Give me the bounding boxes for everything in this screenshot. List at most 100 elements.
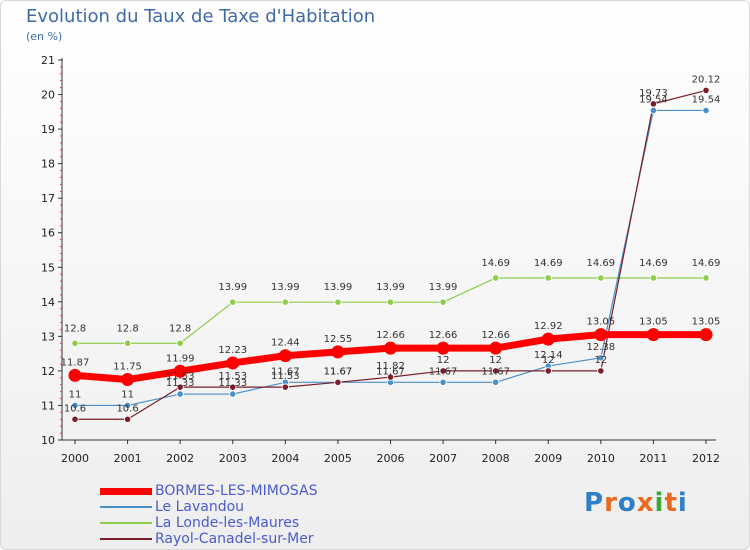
y-tick-label: 10 bbox=[41, 434, 55, 447]
legend-item-londe: La Londe-les-Maures bbox=[100, 515, 400, 532]
rayol-point bbox=[176, 383, 184, 391]
rayol-point bbox=[702, 86, 710, 95]
bormes-point bbox=[699, 328, 713, 342]
data-label: 19.54 bbox=[692, 94, 721, 105]
data-label: 12.92 bbox=[534, 321, 563, 332]
data-label: 11.99 bbox=[166, 353, 195, 364]
bormes-point bbox=[331, 345, 345, 359]
data-label: 11.67 bbox=[376, 366, 405, 377]
data-label: 14.69 bbox=[587, 258, 616, 269]
data-label: 11.82 bbox=[376, 361, 405, 372]
data-label: 11.87 bbox=[61, 357, 90, 368]
rayol-point bbox=[281, 383, 289, 391]
x-tick-label: 2001 bbox=[114, 452, 142, 465]
data-label: 14.69 bbox=[481, 258, 510, 269]
data-label: 13.99 bbox=[429, 282, 458, 293]
bormes-point bbox=[173, 364, 187, 378]
chart-title: Evolution du Taux de Taxe d'Habitation bbox=[26, 6, 376, 27]
logo-letter: i bbox=[654, 488, 665, 518]
data-label: 12.66 bbox=[481, 330, 510, 341]
rayol-point bbox=[71, 415, 79, 423]
data-label: 14.69 bbox=[639, 258, 668, 269]
x-tick-label: 2008 bbox=[482, 452, 510, 465]
lavandou-point bbox=[71, 401, 79, 410]
rayol-point bbox=[649, 100, 658, 108]
legend-label-lavandou: Le Lavandou bbox=[155, 499, 245, 515]
rayol-point bbox=[492, 367, 500, 375]
legend-item-rayol: Rayol-Canadel-sur-Mer bbox=[100, 531, 400, 548]
data-label: 12.8 bbox=[116, 323, 138, 334]
data-label: 12 bbox=[489, 355, 502, 366]
data-label: 11 bbox=[121, 389, 134, 400]
data-label: 10.6 bbox=[116, 403, 138, 414]
data-label: 14.69 bbox=[692, 258, 721, 269]
legend-swatch-lavandou bbox=[100, 506, 152, 508]
y-tick-label: 18 bbox=[41, 158, 55, 171]
line-chart: 10 11 12 13 14 15 16 17 18 19 20 21 2000 2001 2002 2003… bbox=[41, 54, 721, 465]
bormes-point bbox=[436, 341, 450, 355]
londe-point bbox=[71, 339, 79, 347]
data-label: 20.12 bbox=[692, 74, 721, 85]
proxiti-logo: Proxiti bbox=[584, 488, 688, 518]
legend-item-lavandou: Le Lavandou bbox=[100, 499, 400, 516]
londe-point bbox=[492, 274, 500, 282]
logo-letter: x bbox=[636, 488, 655, 518]
data-label: 11.53 bbox=[271, 371, 300, 382]
data-label: 13.99 bbox=[324, 282, 353, 293]
data-label: 10.6 bbox=[64, 403, 86, 414]
data-label: 12.66 bbox=[429, 330, 458, 341]
data-label: 13.99 bbox=[218, 282, 247, 293]
data-label: 11.67 bbox=[271, 366, 300, 377]
data-label: 11.33 bbox=[218, 378, 247, 389]
bormes-point bbox=[594, 328, 608, 342]
londe-point bbox=[702, 274, 710, 282]
y-tick-label: 14 bbox=[41, 296, 55, 309]
rayol-point bbox=[123, 415, 132, 423]
data-label: 19.73 bbox=[639, 88, 668, 99]
lavandou-point bbox=[649, 106, 658, 115]
data-label: 13.05 bbox=[639, 317, 668, 328]
londe-point bbox=[123, 339, 132, 347]
data-label: 13.99 bbox=[376, 282, 405, 293]
x-tick-label: 2007 bbox=[429, 452, 457, 465]
data-label: 11.33 bbox=[166, 378, 195, 389]
rayol-point bbox=[439, 367, 447, 375]
londe-point bbox=[176, 339, 184, 347]
londe-point bbox=[386, 298, 395, 306]
y-tick-label: 19 bbox=[41, 123, 55, 136]
x-tick-label: 2000 bbox=[61, 452, 89, 465]
rayol-point bbox=[229, 383, 237, 391]
legend-swatch-bormes bbox=[100, 488, 152, 495]
legend-item-bormes: BORMES-LES-MIMOSAS bbox=[100, 483, 400, 500]
y-axis-unit-label: (en %) bbox=[26, 30, 63, 43]
y-tick-label: 12 bbox=[41, 365, 55, 378]
data-label: 12.8 bbox=[64, 323, 86, 334]
x-tick-label: 2004 bbox=[271, 452, 299, 465]
x-tick-label: 2003 bbox=[219, 452, 247, 465]
data-label: 11.67 bbox=[429, 366, 458, 377]
data-label: 13.05 bbox=[692, 317, 721, 328]
data-label: 11.67 bbox=[324, 366, 353, 377]
londe-point bbox=[229, 298, 237, 306]
y-tick-label: 11 bbox=[41, 399, 55, 412]
data-label: 12.38 bbox=[587, 342, 616, 353]
bormes-point bbox=[541, 332, 555, 346]
chart-legend: BORMES-LES-MIMOSAS Le Lavandou La Londe-… bbox=[100, 483, 400, 548]
lavandou-point bbox=[702, 106, 710, 115]
logo-letter: o bbox=[617, 488, 637, 518]
x-tick-label: 2010 bbox=[587, 452, 615, 465]
bormes-point bbox=[226, 356, 240, 370]
data-label: 14.69 bbox=[534, 258, 563, 269]
data-label: 11.53 bbox=[166, 371, 195, 382]
londe-point bbox=[439, 298, 447, 306]
data-label: 13.99 bbox=[271, 282, 300, 293]
logo-letter: r bbox=[604, 488, 618, 518]
y-tick-label: 16 bbox=[41, 227, 55, 240]
londe-point bbox=[544, 274, 552, 282]
x-tick-label: 2012 bbox=[692, 452, 720, 465]
data-label: 11.75 bbox=[113, 362, 142, 373]
legend-label-londe: La Londe-les-Maures bbox=[155, 515, 300, 531]
x-tick-label: 2002 bbox=[166, 452, 194, 465]
data-label: 12 bbox=[542, 355, 555, 366]
londe-point bbox=[649, 274, 658, 282]
